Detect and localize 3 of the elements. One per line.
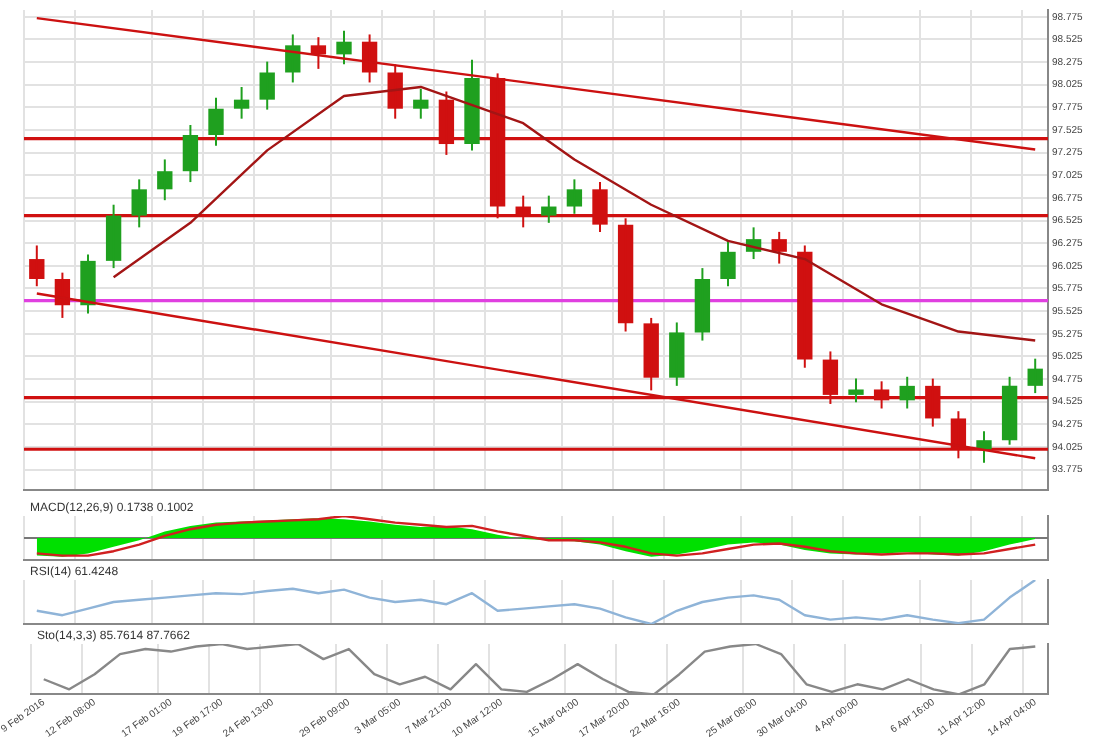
candlestick xyxy=(848,377,864,404)
candlestick xyxy=(720,239,736,288)
candlestick xyxy=(208,96,224,147)
